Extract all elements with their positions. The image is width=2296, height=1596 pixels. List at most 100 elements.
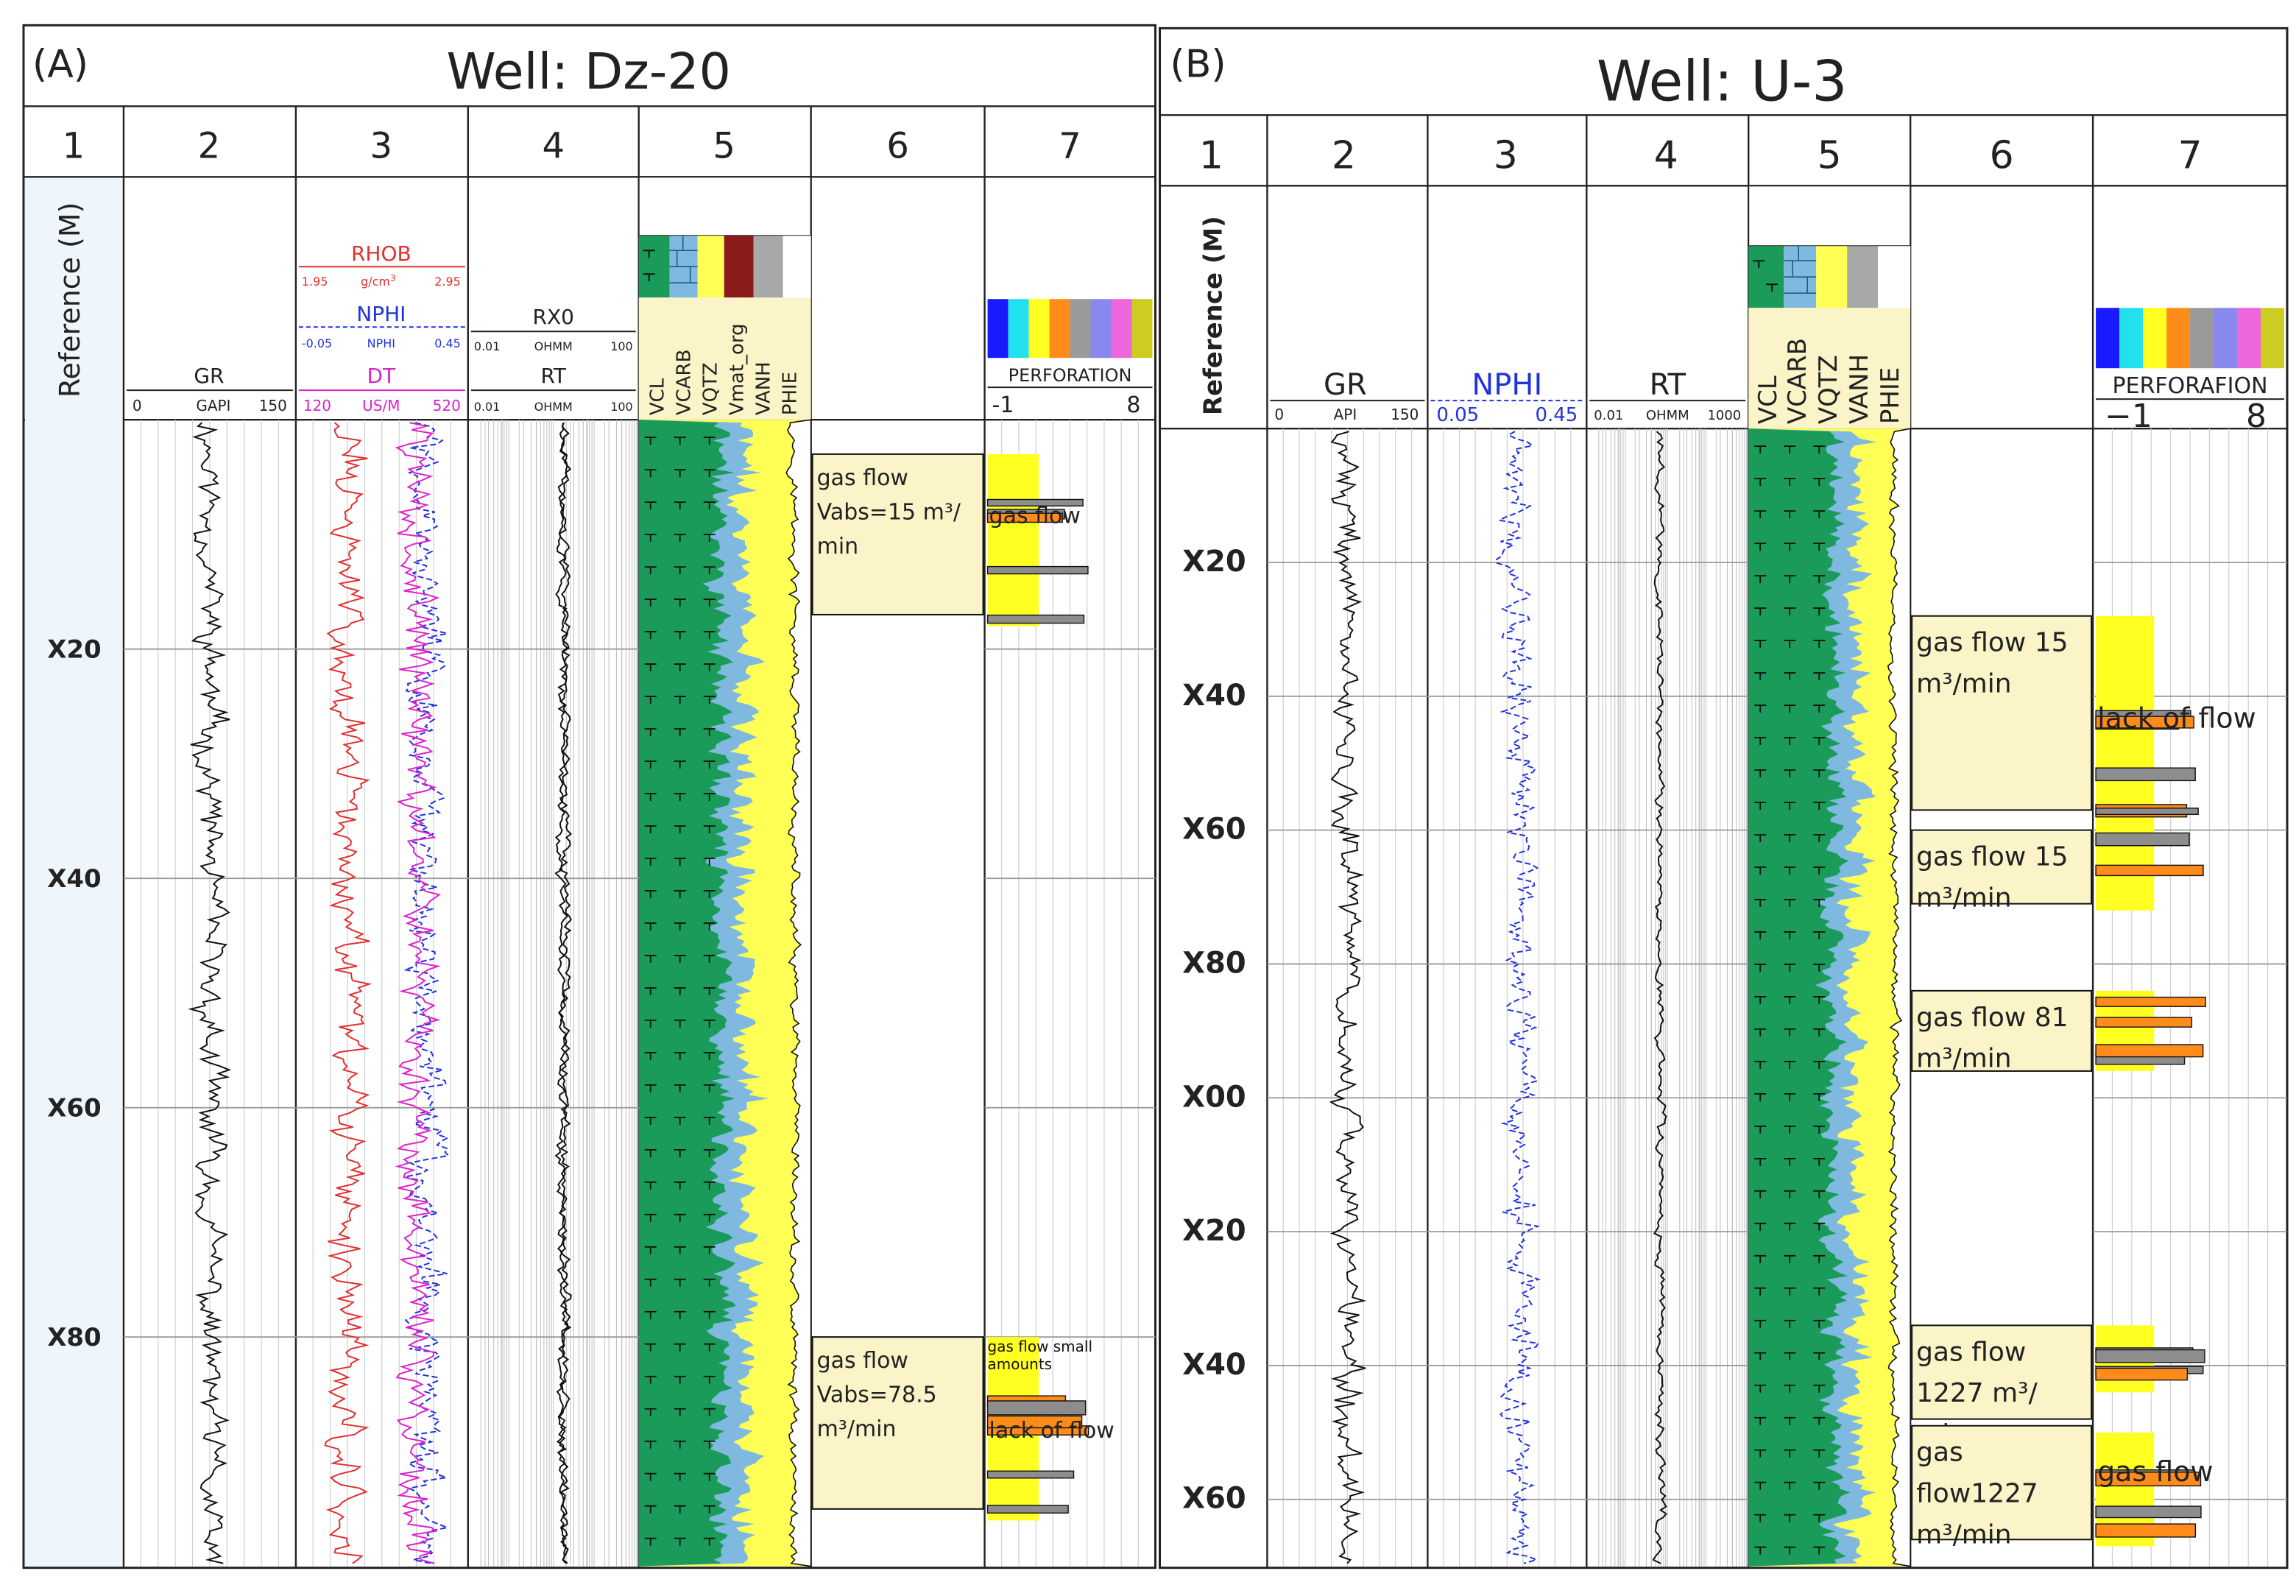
dt-curve [395,422,441,1564]
panel-b-title: Well: U-3 [1597,48,1848,113]
shale-symbol [1784,1092,1796,1101]
phie-area [1887,428,1911,1567]
shale-symbol [1784,445,1796,454]
shale-symbol [1784,1319,1796,1328]
test-interval-label: gas [1916,1438,1963,1468]
shale-symbol [674,793,686,801]
shale-symbol [644,1084,657,1092]
shale-symbol [644,663,657,672]
shale-symbol [1754,640,1767,649]
shale-symbol [1813,445,1826,454]
shale-symbol [1784,1384,1796,1393]
shale-symbol [703,1505,716,1514]
shale-symbol [703,1375,716,1384]
perforation-result-label: gas flow [2097,1455,2213,1488]
test-interval-label: gas flow [817,1348,908,1374]
perforation-shot [2095,1505,2202,1519]
shale-symbol [703,1246,716,1254]
shale-symbol [644,1440,657,1449]
shale-symbol [1813,1125,1826,1134]
shale-symbol [1784,640,1796,649]
shale-symbol [1754,899,1767,907]
track-number-6: 6 [1990,133,2014,177]
shale-symbol [644,987,657,995]
shale-symbol [674,760,686,769]
shale-symbol [703,1051,716,1060]
vqtz-label: VQTZ [700,362,722,415]
track-number-5: 5 [713,125,735,166]
gr-scale-max: 150 [1391,406,1419,423]
perforation-shot [986,565,1089,575]
vcl-area [1748,428,1851,1567]
depth-tick-label: X40 [1182,1348,1246,1382]
shale-symbol [1813,1222,1826,1231]
shale-symbol [644,1310,657,1319]
vcarb-label: VCARB [1783,338,1812,424]
shale-symbol [644,469,657,478]
perforation-note: gas flow small [988,1338,1092,1355]
perforation-result-label: gas flow [989,504,1081,529]
nphi-curve [1495,431,1541,1564]
shale-symbol [1754,802,1767,810]
track-number-2: 2 [198,125,221,166]
shale-symbol [644,566,657,575]
shale-symbol [1784,575,1796,584]
shale-symbol [1784,1514,1796,1522]
gr-curve [188,422,232,1564]
shale-symbol [1813,510,1826,519]
shale-symbol [644,793,657,801]
shale-symbol [1784,899,1796,907]
shale-symbol [644,890,657,898]
rx0-scale-min: 0.01 [474,339,501,353]
shale-symbol [703,825,716,833]
dt-scale-max: 520 [433,397,461,414]
perforation-shot [2095,1017,2193,1028]
shale-symbol [703,1148,716,1157]
shale-symbol [1813,1028,1826,1037]
shale-symbol [1784,1416,1796,1425]
depth-tick-label: X80 [1182,946,1246,980]
rt-scale-max: 100 [610,400,633,414]
shale-symbol [644,437,657,445]
shale-symbol [1784,834,1796,842]
panel-b: (B) Well: U-3 1 2 3 4 5 6 7 Reference (M… [1158,27,2289,1569]
shale-symbol [1754,445,1767,454]
shale-symbol [1784,510,1796,519]
panel-a-title: Well: Dz-20 [447,43,731,101]
test-interval-label: m³/min [1916,883,2011,913]
shale-symbol [1784,1287,1796,1296]
depth-tick-label: X00 [1182,1080,1246,1114]
test-interval-label: gas flow [817,465,908,491]
rx0-curve-label: RX0 [533,305,574,329]
reference-axis-label: Reference (M) [1198,216,1228,415]
shale-symbol [644,631,657,640]
shale-symbol [1754,672,1767,681]
phie-label: PHIE [1876,367,1905,425]
shale-symbol [1813,607,1826,616]
shale-symbol [1754,1092,1767,1101]
shale-symbol [703,987,716,995]
shale-symbol [1813,1190,1826,1198]
shale-symbol [703,566,716,575]
shale-symbol [703,728,716,737]
shale-symbol [674,469,686,478]
nphi-curve-label: NPHI [356,302,406,326]
shale-symbol [703,1440,716,1449]
shale-symbol [1784,478,1796,487]
shale-symbol [644,1343,657,1352]
perforation-shot [2095,1472,2202,1487]
vanh-label: VANH [753,361,775,415]
shale-symbol [674,890,686,898]
shale-symbol [1784,1449,1796,1458]
perforation-interval [2096,615,2155,911]
shale-symbol [1813,1416,1826,1425]
depth-tick-label: X60 [1182,1482,1246,1516]
nphi-curve-label: NPHI [1472,368,1542,402]
shale-symbol [703,1020,716,1028]
rx0-scale-unit: OHMM [534,339,573,353]
shale-symbol [1784,1028,1796,1037]
shale-symbol [1784,996,1796,1004]
shale-symbol [1754,1287,1767,1296]
test-interval-label: gas flow 15 [1916,628,2068,658]
shale-symbol [644,825,657,833]
